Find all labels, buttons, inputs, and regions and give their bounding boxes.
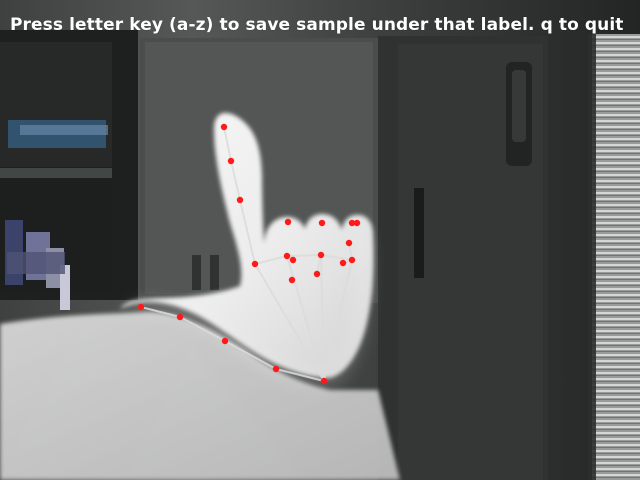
hand-landmark-dot [349, 257, 355, 263]
hand-landmark-dot [290, 257, 296, 263]
hand-landmark-dot [221, 124, 227, 130]
hand-landmark-dot [319, 220, 325, 226]
hand-landmark-dot [273, 366, 279, 372]
hand-landmark-dot [252, 261, 258, 267]
hand-landmark-dot [284, 253, 290, 259]
wall-phone [506, 62, 532, 166]
hand-landmark-dot [177, 314, 183, 320]
hand-landmark-dot [346, 240, 352, 246]
hand-landmark-dot [321, 378, 327, 384]
hand-landmark-dot [340, 260, 346, 266]
hand-landmark-dot [228, 158, 234, 164]
hand-landmark-dot [222, 338, 228, 344]
hand-landmark-dot [318, 252, 324, 258]
hand-connection-line [287, 255, 321, 256]
hand-landmark-dot [314, 271, 320, 277]
window-blinds [588, 34, 640, 480]
hand-landmark-dot [354, 220, 360, 226]
hand-landmark-dot [138, 304, 144, 310]
hand-landmark-dot [289, 277, 295, 283]
hand-landmark-dot [285, 219, 291, 225]
bookshelf [0, 30, 138, 310]
instruction-overlay-text: Press letter key (a-z) to save sample un… [10, 14, 624, 36]
hand-landmark-dot [237, 197, 243, 203]
